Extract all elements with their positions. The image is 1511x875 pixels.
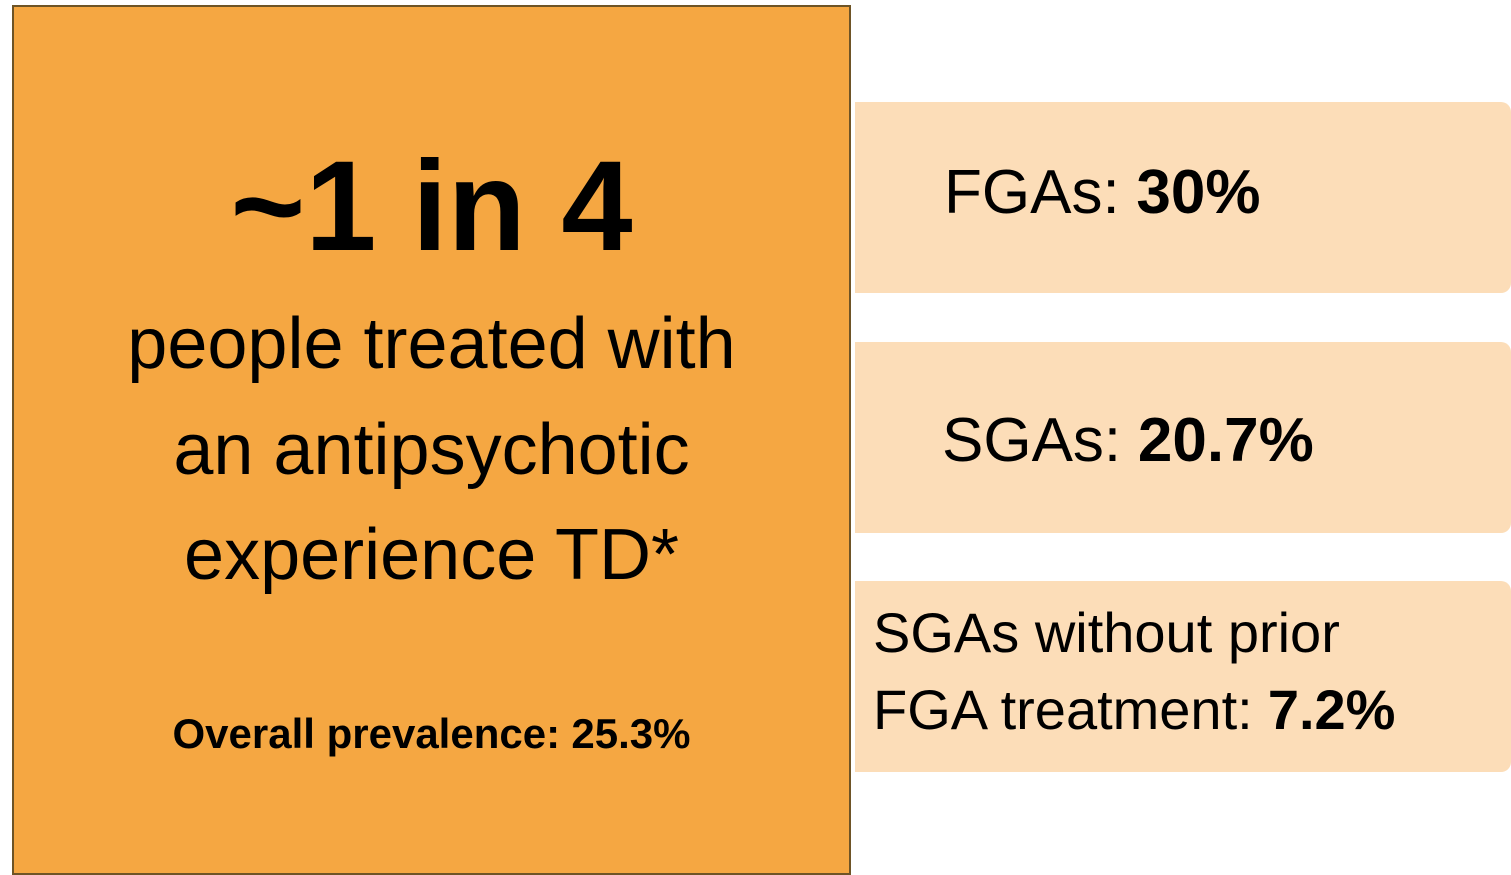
stat-value: 20.7% [1137, 406, 1314, 475]
headline: ~1 in 4 [230, 135, 633, 278]
stat-text: SGAs: 20.7% [942, 406, 1314, 476]
description-line: people treated with [127, 304, 736, 384]
highlight-panel: ~1 in 4 people treated with an antipsych… [12, 5, 851, 875]
stat-tile: SGAs: 20.7% [855, 342, 1511, 533]
stat-value: 30% [1136, 158, 1261, 227]
stat-label: FGAs: [944, 158, 1120, 227]
stat-label: SGAs: [942, 406, 1122, 475]
stat-text: SGAs without prior [873, 601, 1340, 664]
stat-label: FGA treatment: [873, 678, 1253, 741]
description-line: experience TD* [184, 515, 679, 595]
overall-value: 25.3% [571, 710, 691, 757]
overall-label: Overall prevalence: [172, 710, 561, 757]
stat-tile: FGAs: 30% [855, 102, 1511, 293]
stat-tile: SGAs without prior FGA treatment: 7.2% [855, 581, 1511, 772]
description-line: an antipsychotic [173, 410, 690, 490]
stat-text: FGAs: 30% [944, 158, 1261, 228]
overall-prevalence: Overall prevalence: 25.3% [14, 709, 849, 759]
stat-text: FGA treatment: 7.2% [873, 675, 1395, 745]
stat-value: 7.2% [1267, 678, 1396, 741]
